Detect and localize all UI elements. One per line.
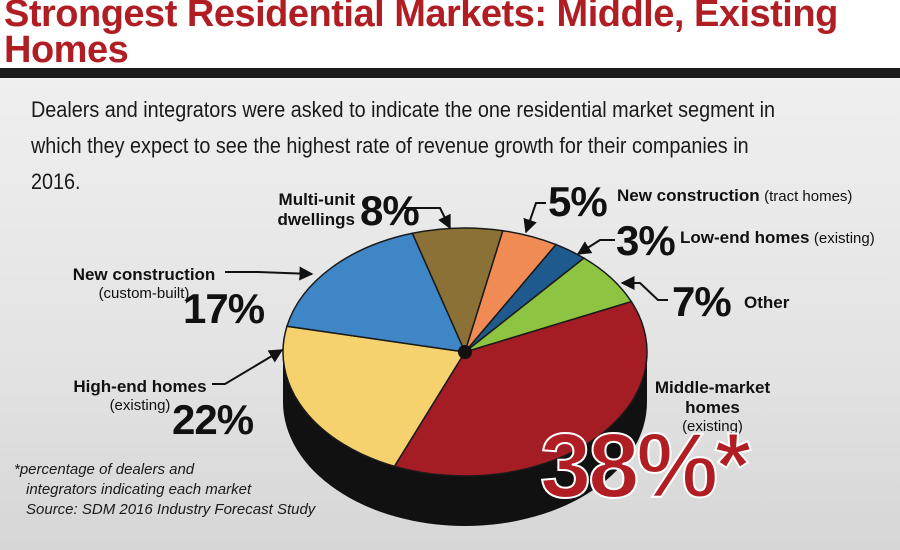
- title-rule: [0, 68, 900, 78]
- leader-lines: [212, 202, 668, 385]
- label-custom: New construction (custom-built): [70, 265, 218, 303]
- label-high-end-sub: (existing): [109, 397, 171, 414]
- leader-multi-unit: [404, 207, 451, 230]
- label-middle-line1: Middle-market: [654, 378, 771, 397]
- label-low-end-sub: (existing): [813, 230, 875, 247]
- label-custom-sub: (custom-built): [98, 285, 190, 302]
- chart-subtitle: Dealers and integrators were asked to in…: [31, 97, 776, 194]
- pie-slice-other: [464, 257, 633, 353]
- label-multi-unit-line2: dwellings: [277, 210, 355, 229]
- leader-other: [620, 276, 668, 301]
- pct-other: 7%: [672, 278, 732, 325]
- pie-slice-multi-unit: [411, 227, 504, 355]
- label-tract-name: New construction: [617, 186, 760, 205]
- label-high-end: High-end homes (existing): [70, 377, 210, 415]
- leader-tract: [523, 202, 546, 234]
- footnote-line2: integrators indicating each market: [26, 481, 252, 498]
- pct-middle: 38%*: [539, 415, 752, 517]
- label-custom-name: New construction: [72, 265, 216, 284]
- label-tract-sub: (tract homes): [764, 188, 853, 205]
- label-multi-unit: Multi-unit dwellings: [275, 190, 355, 230]
- leader-high-end: [212, 349, 284, 385]
- pie-slice-custom-built: [286, 232, 467, 353]
- pct-multi-unit: 8%: [360, 187, 420, 234]
- leader-low-end: [576, 239, 615, 255]
- pct-low-end: 3%: [616, 217, 676, 264]
- pie-slices: [282, 227, 648, 477]
- leader-custom: [225, 266, 314, 281]
- label-middle-line2: homes: [685, 398, 740, 417]
- label-multi-unit-line1: Multi-unit: [278, 190, 355, 209]
- pie-slice-high-end: [282, 325, 467, 468]
- label-low-end: Low-end homes (existing): [680, 228, 875, 248]
- footnote-line1: *percentage of dealers and: [14, 461, 195, 478]
- label-middle: Middle-market homes (existing): [650, 378, 775, 436]
- label-middle-sub: (existing): [682, 418, 743, 435]
- footnote: *percentage of dealers and integrators i…: [14, 460, 334, 520]
- label-tract: New construction (tract homes): [617, 186, 852, 206]
- pct-tract: 5%: [548, 178, 608, 225]
- label-high-end-name: High-end homes: [73, 377, 207, 396]
- footnote-source: Source: SDM 2016 Industry Forecast Study: [26, 501, 316, 518]
- pct-custom: 17%: [183, 285, 265, 332]
- page-title: Strongest Residential Markets: Middle, E…: [4, 0, 838, 71]
- label-low-end-name: Low-end homes: [680, 228, 810, 247]
- pie-center-dot: [458, 345, 472, 359]
- pie-slice-middle-market: [393, 300, 648, 477]
- pct-high-end: 22%: [172, 396, 254, 443]
- label-other: Other: [744, 293, 790, 312]
